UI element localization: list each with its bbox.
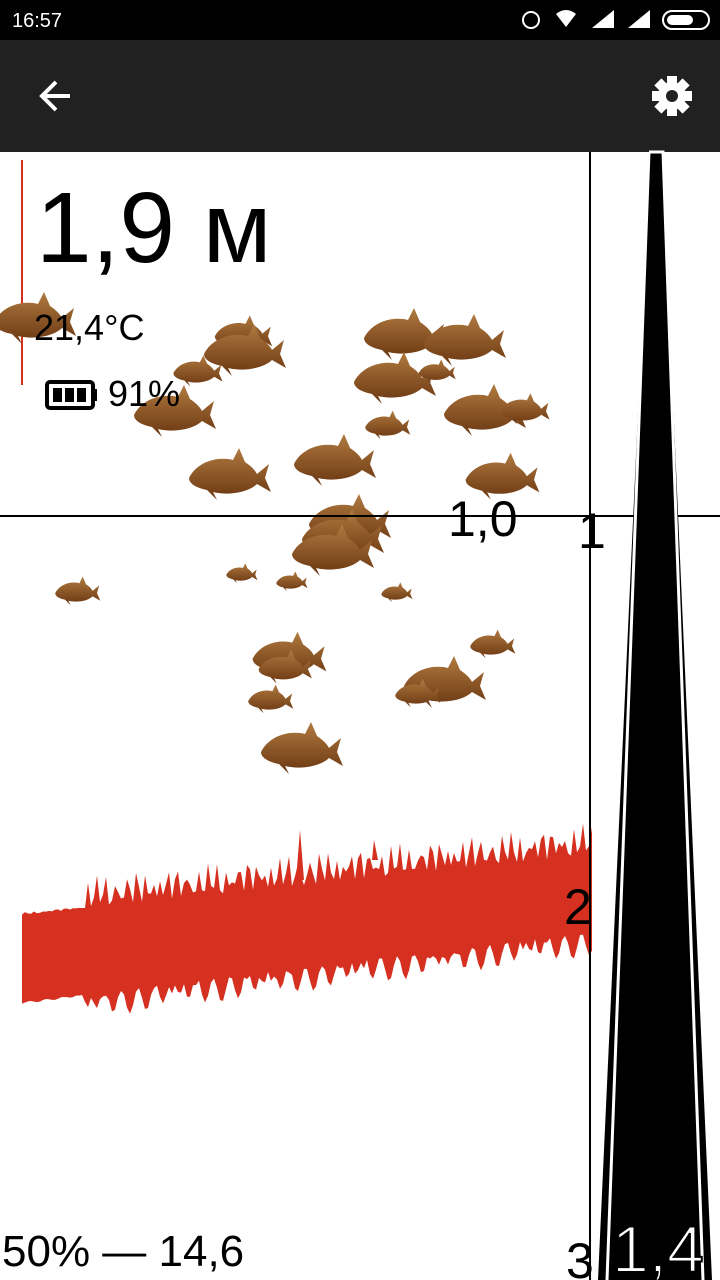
battery-icon xyxy=(45,380,97,410)
back-button[interactable] xyxy=(39,80,70,112)
signal-cone xyxy=(598,152,712,1280)
status-icons xyxy=(522,10,710,30)
status-bar xyxy=(0,0,720,40)
status-time: 16:57 xyxy=(12,10,62,32)
toolbar xyxy=(0,40,720,152)
scale-label: 3 xyxy=(566,1233,594,1280)
fish xyxy=(189,448,271,500)
settings-button[interactable] xyxy=(652,76,692,116)
scale-label: 1 xyxy=(578,503,606,559)
fish xyxy=(294,434,376,486)
bottom-echo-shape xyxy=(22,823,592,1014)
fish xyxy=(365,410,411,440)
footer-value: 1,4 xyxy=(612,1212,704,1280)
fish xyxy=(424,314,506,366)
fish xyxy=(226,563,258,584)
cone-outline xyxy=(605,150,705,1280)
fish xyxy=(248,684,294,714)
fish xyxy=(354,352,436,404)
temperature: 21,4°C xyxy=(34,307,144,348)
fish xyxy=(276,571,308,592)
fish xyxy=(55,576,101,606)
depth-readout: 1,9 м xyxy=(36,172,272,284)
scale-label: 2 xyxy=(564,879,592,935)
fish xyxy=(261,722,343,774)
marker-depth: 1,0 xyxy=(448,491,518,547)
fish xyxy=(381,582,413,603)
battery-level: 91% xyxy=(108,373,180,414)
bottom-echo xyxy=(22,823,592,1014)
footer-info: 50% — 14,6 xyxy=(2,1227,244,1276)
fish xyxy=(470,629,516,659)
